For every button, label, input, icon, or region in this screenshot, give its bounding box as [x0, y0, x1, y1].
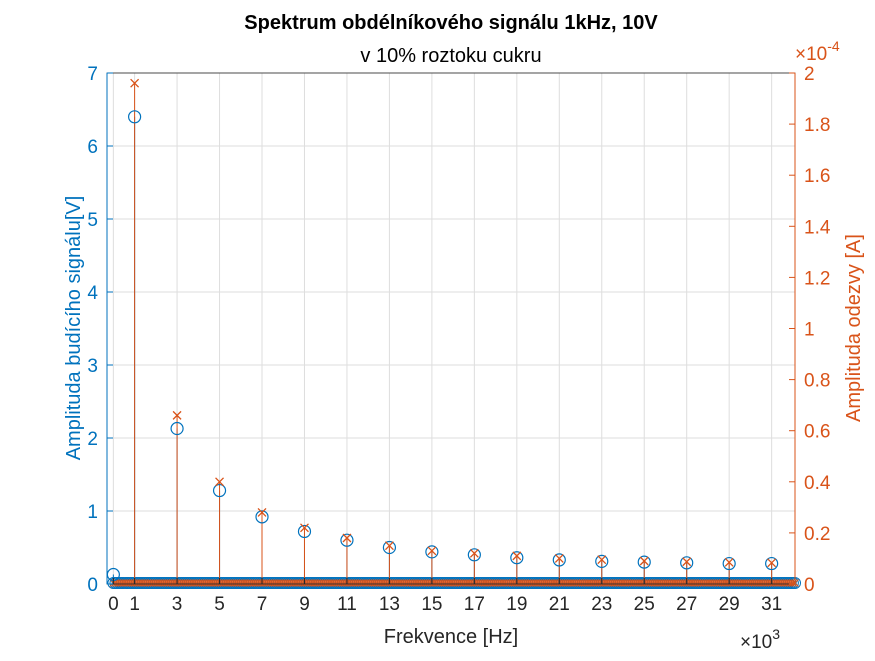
right-tick-label: 1 [804, 320, 815, 341]
right-tick-label: 2 [804, 64, 815, 85]
signal-amplitude-point [722, 556, 736, 571]
x-exponent: ×103 [740, 626, 780, 653]
chart-title: Spektrum obdélníkového signálu 1kHz, 10V [244, 12, 658, 34]
response-amplitude-point [639, 556, 649, 566]
left-tick-label: 3 [87, 356, 98, 377]
right-axis-label: Amplituda odezvy [A] [843, 234, 865, 422]
right-exponent: ×10-4 [795, 38, 840, 65]
right-tick-label: 1.6 [804, 166, 830, 187]
x-tick-label: 31 [761, 594, 782, 615]
response-amplitude-point [215, 477, 225, 487]
signal-amplitude-point [340, 533, 354, 547]
left-tick-label: 2 [87, 429, 98, 450]
x-tick-label: 7 [257, 594, 268, 615]
response-amplitude-point [427, 546, 437, 556]
x-tick-label: 3 [172, 594, 183, 615]
signal-amplitude-point [595, 554, 609, 568]
x-tick-label: 25 [634, 594, 655, 615]
signal-amplitude-point [765, 556, 779, 571]
signal-amplitude-point [212, 483, 227, 498]
right-exponent-base: ×10 [795, 44, 827, 65]
right-tick-label: 0.2 [804, 524, 830, 545]
signal-amplitude-point [552, 553, 566, 567]
x-tick-label: 9 [299, 594, 310, 615]
response-amplitude-point [469, 548, 479, 558]
response-amplitude-point [597, 555, 607, 565]
ticks: 0 1 3 5 7 9 11 13 15 17 19 21 23 25 27 29 310123456700.2… [87, 64, 830, 615]
right-tick-label: 1.4 [804, 217, 831, 238]
x-tick-label: 15 [421, 594, 442, 615]
baseline-markers [107, 577, 801, 589]
left-tick-label: 6 [87, 137, 98, 158]
left-tick-label: 1 [87, 502, 98, 523]
left-tick-label: 4 [87, 283, 98, 304]
signal-amplitude-point [297, 524, 312, 539]
signal-amplitude-point [128, 110, 142, 124]
response-amplitude-point [130, 78, 140, 88]
chart-subtitle: v 10% roztoku cukru [360, 45, 541, 67]
signal-amplitude-point [255, 510, 269, 524]
x-tick-label: 21 [549, 594, 570, 615]
signal-amplitude-point [510, 551, 524, 565]
right-tick-label: 0.6 [804, 422, 830, 443]
x-axis-label: Frekvence [Hz] [384, 626, 518, 648]
right-exponent-power: -4 [827, 38, 840, 54]
right-tick-label: 0.8 [804, 371, 830, 392]
response-amplitude-point [724, 557, 734, 567]
response-amplitude-point [172, 410, 182, 420]
response-amplitude-point [257, 508, 267, 517]
response-amplitude-point [342, 533, 352, 543]
x-tick-label: 0 [108, 594, 119, 615]
x-tick-label: 5 [214, 594, 225, 615]
x-tick-label: 11 [337, 594, 357, 615]
right-tick-label: 1.2 [804, 268, 830, 289]
signal-amplitude-point [467, 548, 481, 562]
signal-amplitude-point [637, 555, 651, 569]
response-amplitude-point [384, 541, 394, 551]
x-tick-label: 29 [719, 594, 740, 615]
grid [107, 72, 795, 585]
right-tick-label: 0.4 [804, 473, 831, 494]
response-amplitude-point [512, 551, 522, 561]
response-amplitude-point [682, 557, 692, 567]
signal-amplitude-point [170, 421, 184, 436]
x-exponent-base: ×10 [740, 632, 772, 653]
x-tick-label: 27 [676, 594, 697, 615]
left-tick-label: 5 [87, 210, 98, 231]
right-tick-label: 0 [804, 575, 815, 596]
right-tick-label: 1.8 [804, 115, 830, 136]
x-tick-label: 1 [129, 594, 140, 615]
response-amplitude-point [767, 558, 777, 568]
left-tick-label: 7 [87, 64, 98, 85]
x-tick-label: 19 [506, 594, 527, 615]
signal-amplitude-point [382, 540, 397, 555]
response-amplitude-point [300, 523, 309, 533]
signal-amplitude-point [425, 545, 439, 559]
x-tick-label: 13 [379, 594, 400, 615]
x-tick-label: 17 [464, 594, 485, 615]
left-tick-label: 0 [87, 575, 98, 596]
x-tick-label: 23 [591, 594, 612, 615]
response-amplitude-point [554, 553, 564, 563]
signal-amplitude-point [680, 556, 694, 570]
plot-area [107, 73, 795, 584]
left-axis-label: Amplituda budícího signálu[V] [63, 196, 85, 461]
x-exponent-power: 3 [772, 626, 780, 642]
